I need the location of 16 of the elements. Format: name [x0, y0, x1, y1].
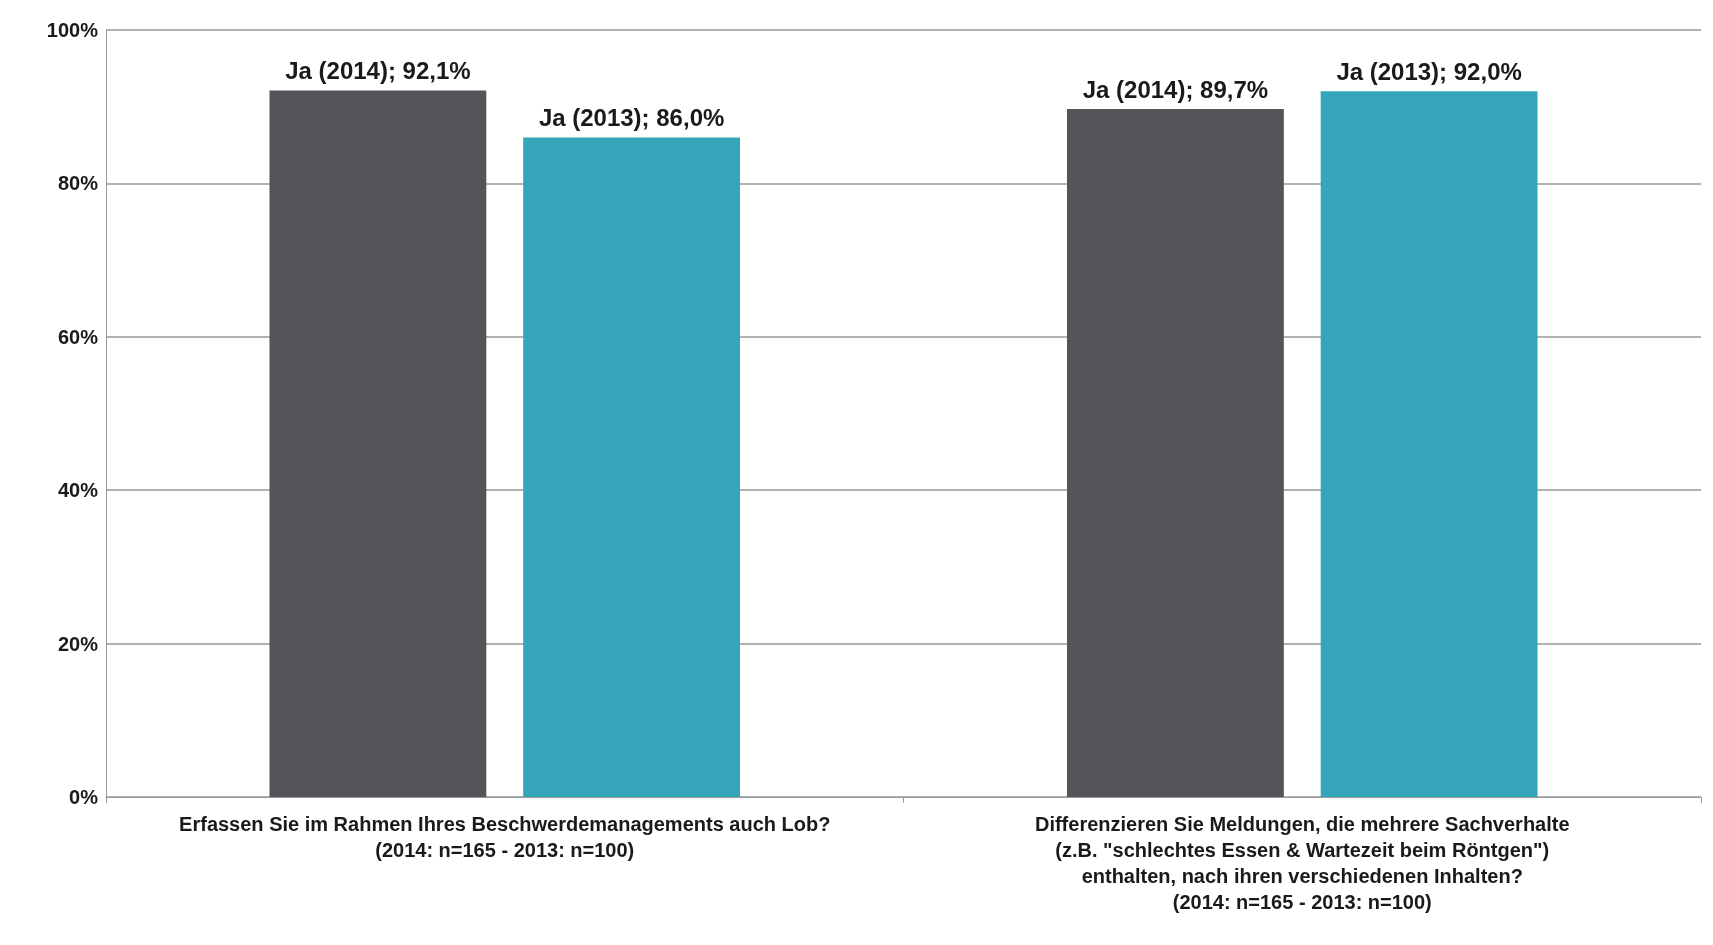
y-tick-label: 0%	[69, 786, 99, 808]
y-tick-label: 40%	[57, 479, 99, 502]
y-tick-label: 60%	[57, 325, 99, 348]
bar	[1066, 109, 1284, 797]
data-label: Ja (2013); 92,0%	[1336, 57, 1522, 85]
x-tick-label: Differenzieren Sie Meldungen, die mehrere Sachverhalte (z.B. "schlechtes Essen & Wartezeit beim Röntgen") enthalten, nach ihren verschiedenen Inhalten? (2014: n=165 - 2013: n=100)	[1034, 813, 1570, 913]
bar	[269, 90, 487, 797]
bar	[1320, 91, 1538, 797]
data-label: Ja (2014); 92,1%	[285, 57, 471, 85]
data-label: Ja (2014); 89,7%	[1082, 75, 1269, 103]
bar	[523, 137, 741, 797]
y-tick-label: 20%	[57, 632, 99, 655]
x-tick-label: Erfassen Sie im Rahmen Ihres Beschwerdemanagements auch Lob? (2014: n=165 - 2013: n=100)	[179, 813, 831, 861]
data-label: Ja (2013); 86,0%	[538, 103, 725, 131]
y-tick-label: 80%	[57, 172, 99, 195]
y-tick-label: 100%	[46, 19, 99, 41]
